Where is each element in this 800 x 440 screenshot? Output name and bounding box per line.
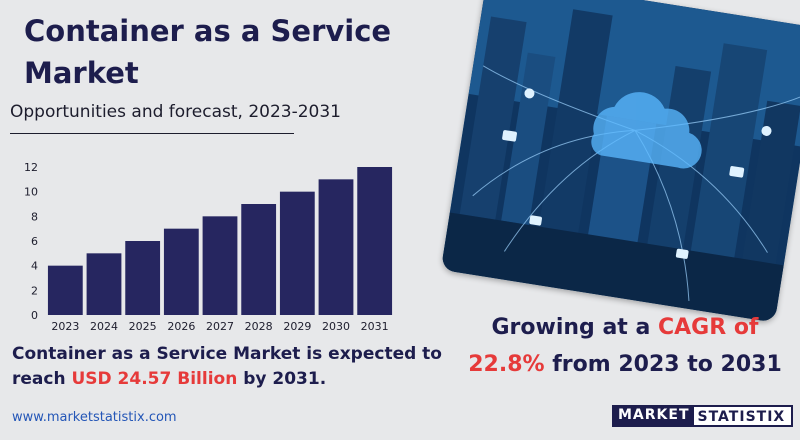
page-title: Container as a Service Market [24, 14, 392, 90]
bar-2027 [202, 216, 238, 315]
y-tick-label: 12 [24, 161, 38, 174]
x-tick-label: 2030 [322, 320, 350, 333]
bar-2030 [318, 179, 354, 315]
market-size-statement: Container as a Service Market is expecte… [12, 342, 452, 392]
cagr-statement: Growing at a CAGR of 22.8% from 2023 to 2… [452, 309, 798, 383]
y-tick-label: 8 [31, 210, 38, 223]
x-tick-label: 2031 [361, 320, 389, 333]
cagr-highlight-label: CAGR of [657, 315, 759, 340]
brand-logo: MARKET STATISTIX [612, 405, 794, 427]
x-tick-label: 2026 [167, 320, 195, 333]
x-tick-label: 2027 [206, 320, 234, 333]
cagr-text-before: Growing at a [491, 315, 658, 340]
bar-2028 [241, 204, 277, 315]
x-tick-label: 2029 [283, 320, 311, 333]
x-tick-label: 2024 [90, 320, 118, 333]
cloud-city-image [440, 0, 800, 323]
bar-chart-svg: 0 2 4 6 8 10 12 2023 2024 2025 2026 2027 2028 2029 203… [24, 161, 393, 333]
y-tick-label: 0 [31, 309, 38, 322]
cagr-text-after: from 2023 to 2031 [544, 352, 782, 377]
market-size-highlight: USD 24.57 Billion [71, 369, 238, 389]
bar-2031 [357, 167, 393, 315]
bar-2023 [47, 265, 83, 315]
cagr-highlight-value: 22.8% [468, 352, 545, 377]
market-size-text-after: by 2031. [237, 369, 327, 389]
logo-part-statistix: STATISTIX [693, 405, 794, 427]
y-tick-label: 2 [31, 284, 38, 297]
x-tick-label: 2023 [51, 320, 79, 333]
logo-part-market: MARKET [612, 405, 694, 427]
y-tick-label: 6 [31, 235, 38, 248]
page-subtitle: Opportunities and forecast, 2023-2031 [10, 102, 342, 122]
bar-2029 [279, 191, 315, 315]
bar-2026 [163, 228, 199, 315]
website-link[interactable]: www.marketstatistix.com [12, 410, 177, 425]
bar-2025 [125, 241, 161, 315]
subtitle-divider [10, 133, 294, 134]
market-size-text-before: Container as a Service Market is expecte… [12, 344, 442, 389]
bar-chart: 0 2 4 6 8 10 12 2023 2024 2025 2026 2027 2028 2029 203… [16, 155, 400, 340]
x-tick-label: 2028 [245, 320, 273, 333]
y-tick-label: 4 [31, 260, 38, 273]
x-tick-label: 2025 [129, 320, 157, 333]
bar-2024 [86, 253, 122, 315]
cloud-city-illustration [440, 0, 800, 323]
y-tick-label: 10 [24, 186, 38, 199]
